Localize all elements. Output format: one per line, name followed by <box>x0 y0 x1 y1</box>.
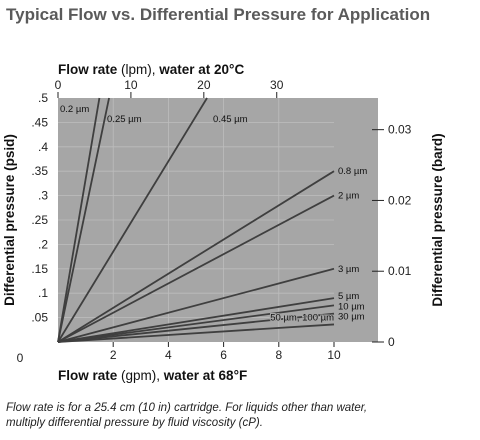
y-tick-label: .25 <box>31 213 48 227</box>
series-line <box>57 170 335 343</box>
x2-tick-label: 20 <box>197 78 211 92</box>
y2-tick-label: 0.03 <box>388 123 412 137</box>
series-line <box>57 312 335 343</box>
x2-axis-title-bold: Flow rate <box>58 62 118 77</box>
x-axis-title-condition: water at 68°F <box>163 368 247 383</box>
footnote-line-2: multiply differential pressure by fluid … <box>6 417 263 429</box>
series-line <box>57 97 208 343</box>
series-line <box>57 194 335 343</box>
series-label: 2 µm <box>338 191 359 202</box>
series-label: 50 µm, 100 µm <box>270 312 334 323</box>
series-line <box>57 267 335 343</box>
y-tick-label: .15 <box>31 262 48 276</box>
series-label: 0.8 µm <box>338 166 367 177</box>
y-origin-label: 0 <box>17 351 24 365</box>
x2-axis-title-condition: water at 20°C <box>158 62 244 77</box>
y2-tick-label: 0.01 <box>388 264 412 278</box>
footnote-line-1: Flow rate is for a 25.4 cm (10 in) cartr… <box>6 402 368 414</box>
y-tick-label: .4 <box>38 140 48 154</box>
footnote: Flow rate is for a 25.4 cm (10 in) cartr… <box>6 401 446 431</box>
series-label: 0.25 µm <box>107 114 142 125</box>
series-label: 0.45 µm <box>213 114 248 125</box>
series-label: 10 µm <box>338 301 365 312</box>
series-line <box>57 297 335 343</box>
y-tick-label: .35 <box>31 164 48 178</box>
y-tick-label: .2 <box>38 237 48 251</box>
x-tick-label: 4 <box>165 348 172 362</box>
x-tick-label: 8 <box>275 348 282 362</box>
y2-axis-title: Differential pressure (bard) <box>430 133 445 306</box>
axes: 2 4 6 8 10 0 10 20 30 .05 .1 .15 .2 .25 .3 .35 .4 .45 .5 0 0… <box>17 78 412 365</box>
series-label: 0.2 µm <box>60 104 89 115</box>
series-line <box>57 304 335 343</box>
x2-tick-label: 10 <box>124 78 138 92</box>
x2-tick-label: 0 <box>55 78 62 92</box>
series-label: 5 µm <box>338 291 359 302</box>
x-axis-title-bold: Flow rate <box>58 368 118 383</box>
series-line <box>57 97 110 343</box>
y2-tick-label: 0 <box>388 335 395 349</box>
y-axis-title: Differential pressure (psid) <box>2 134 17 306</box>
x-tick-label: 6 <box>220 348 227 362</box>
y-tick-label: .1 <box>38 286 48 300</box>
x-tick-label: 10 <box>327 348 341 362</box>
series-label: 30 µm <box>338 312 365 323</box>
plot-extension-area <box>334 98 378 342</box>
y2-tick-label: 0.02 <box>388 193 412 207</box>
series-line <box>57 323 335 343</box>
y-tick-label: .45 <box>31 115 48 129</box>
series-labels: 0.2 µm 0.25 µm 0.45 µm 0.8 µm 2 µm 3 µm 5 µm10… <box>59 103 368 324</box>
chart-title: Typical Flow vs. Differential Pressure f… <box>6 5 431 24</box>
series-label: 3 µm <box>338 264 359 275</box>
series-lines <box>57 97 335 343</box>
series-line <box>57 97 101 343</box>
y-tick-label: .5 <box>38 91 48 105</box>
y-tick-label: .05 <box>31 311 48 325</box>
x-axis-title-unit: (gpm), <box>117 368 164 383</box>
x2-axis-title-unit: (lpm), <box>117 62 159 77</box>
flow-pressure-chart: 2 4 6 8 10 0 10 20 30 .05 .1 .15 .2 .25 .3 .35 .4 .45 .5 0 0… <box>2 62 445 383</box>
x-axis-title: Flow rate (gpm), water at 68°F <box>58 368 247 383</box>
x-tick-label: 2 <box>110 348 117 362</box>
x2-axis-title: Flow rate (lpm), water at 20°C <box>58 62 244 77</box>
x2-tick-label: 30 <box>270 78 284 92</box>
y-tick-label: .3 <box>38 189 48 203</box>
